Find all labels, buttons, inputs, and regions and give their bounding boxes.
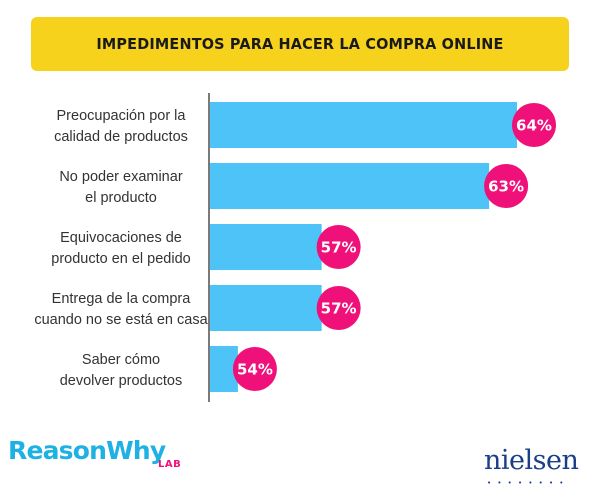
value-bubble-3 <box>316 225 361 269</box>
category-label-4: Entrega de la compra cuando no se está en… <box>34 291 208 328</box>
category-label-line: Equivocaciones de <box>60 230 182 246</box>
nielsen-logo-text: nielsen <box>484 445 579 476</box>
category-label-line: producto en el pedido <box>51 251 190 267</box>
value-label-1: 64% <box>516 117 552 135</box>
value-bubble-5 <box>232 347 277 391</box>
nielsen-logo-dots: •••••••• <box>487 479 570 487</box>
category-label-5: Saber cómo devolver productos <box>60 352 183 389</box>
title-banner: IMPEDIMENTOS PARA HACER LA COMPRA ONLINE <box>31 17 569 71</box>
value-bubble-2 <box>484 164 529 208</box>
reasonwhy-logo-text: ReasonWhy <box>8 436 166 465</box>
value-label-3: 57% <box>321 239 357 257</box>
bars-layer: Preocupación por la calidad de productos 6… <box>34 102 556 392</box>
lab-logo-text: LAB <box>158 459 182 470</box>
bar-3 <box>210 224 322 270</box>
category-label-line: calidad de productos <box>54 129 188 145</box>
category-label-line: Preocupación por la <box>57 108 187 124</box>
value-label-4: 57% <box>321 300 357 318</box>
category-label-2: No poder examinar el producto <box>59 169 182 206</box>
category-label-line: No poder examinar <box>59 169 182 185</box>
bar-1 <box>210 102 517 148</box>
category-label-line: el producto <box>85 190 157 206</box>
value-label-2: 63% <box>488 178 524 196</box>
bar-2 <box>210 163 490 209</box>
value-label-5: 54% <box>237 361 273 379</box>
category-label-line: Saber cómo <box>82 352 160 368</box>
nielsen-logo: nielsen •••••••• <box>484 447 584 487</box>
reasonwhy-lab-logo: ReasonWhy LAB <box>8 436 208 480</box>
category-label-line: Entrega de la compra <box>52 291 192 307</box>
category-label-3: Equivocaciones de producto en el pedido <box>51 230 190 267</box>
chart-title: IMPEDIMENTOS PARA HACER LA COMPRA ONLINE <box>96 35 504 53</box>
value-bubble-4 <box>316 286 361 330</box>
category-label-line: cuando no se está en casa <box>34 312 208 328</box>
category-label-line: devolver productos <box>60 373 183 389</box>
value-bubble-1 <box>512 103 556 147</box>
bar-4 <box>210 285 322 331</box>
bar-chart: Preocupación por la calidad de productos 6… <box>34 93 556 402</box>
category-label-1: Preocupación por la calidad de productos <box>54 108 188 145</box>
